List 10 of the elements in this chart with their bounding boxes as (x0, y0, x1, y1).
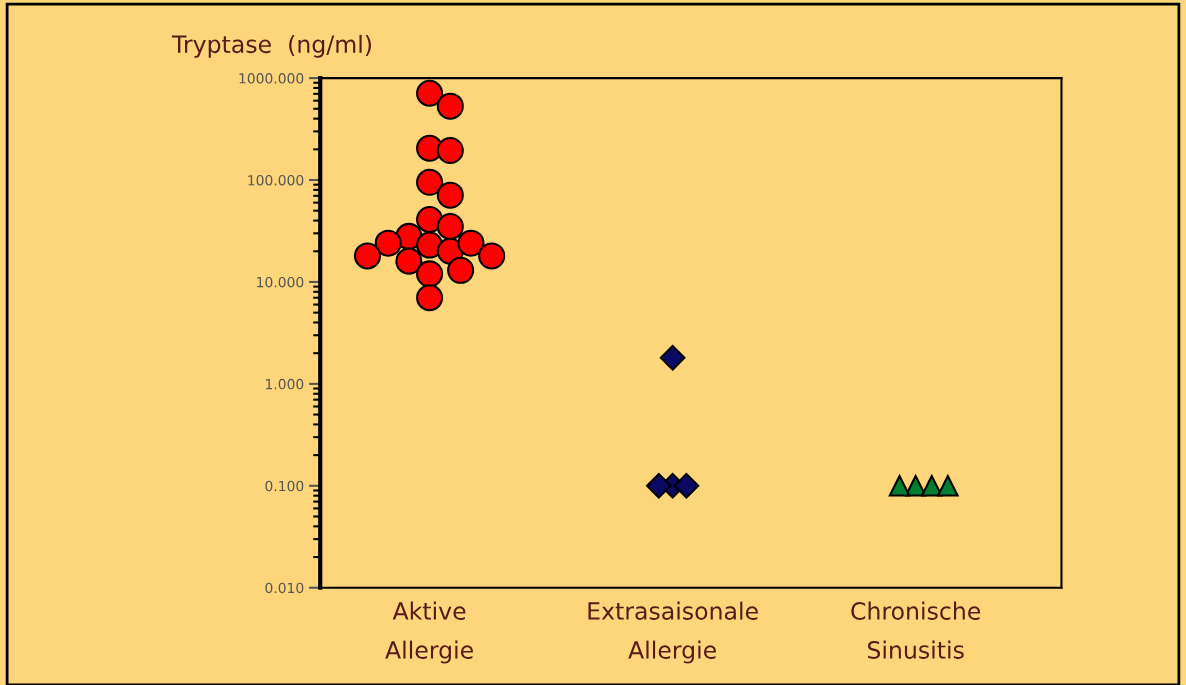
y-tick-label: 1000.000 (239, 73, 304, 84)
y-axis-title: Tryptase (ng/ml) (171, 34, 371, 58)
y-tick-label: 1.000 (266, 378, 304, 390)
y-tick-label: 10.000 (257, 276, 304, 288)
y-tick-label: 0.010 (265, 582, 304, 594)
x-tick-label: Chronische Sinusitis (851, 601, 981, 659)
x-tick-label: Aktive Allergie (385, 601, 473, 664)
y-tick-label: 0.100 (265, 480, 304, 492)
y-tick-label: 100.000 (248, 174, 304, 186)
x-tick-label: Extrasaisonale Allergie (588, 601, 758, 664)
